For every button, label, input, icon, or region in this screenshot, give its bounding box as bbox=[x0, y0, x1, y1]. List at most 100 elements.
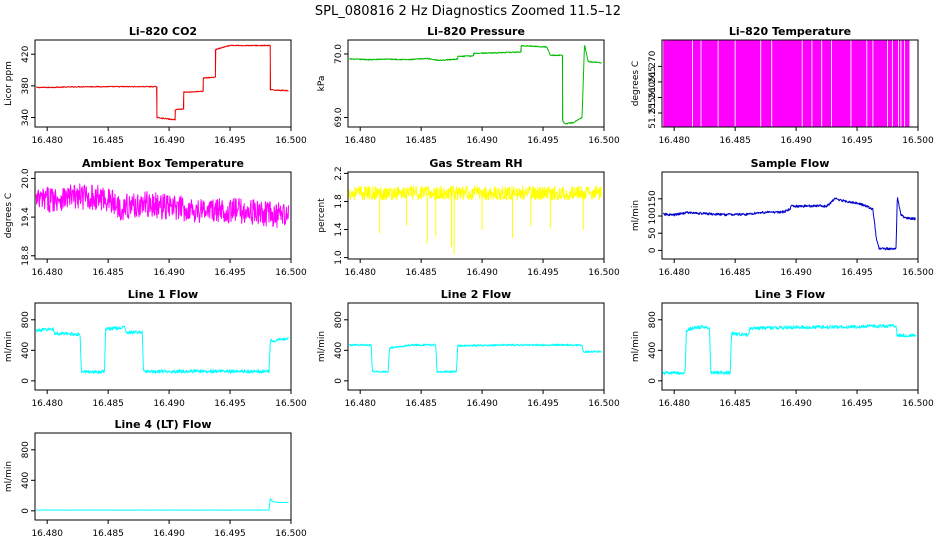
chart-title: Gas Stream RH bbox=[429, 157, 522, 170]
x-tick-label: 16.480 bbox=[31, 268, 63, 278]
series-group bbox=[348, 343, 602, 374]
y-tick-label: 400 bbox=[648, 341, 658, 358]
chart-panel: Line 1 Flow 16.480 16.485 16.490 16.495 16.50… bbox=[4, 288, 307, 409]
y-tick-label: 800 bbox=[21, 441, 31, 458]
y-tick-label: 1.0 bbox=[334, 250, 344, 265]
data-line bbox=[662, 323, 917, 376]
plot-frame bbox=[347, 171, 605, 260]
y-tick-label: 1.8 bbox=[334, 194, 344, 209]
x-tick-label: 16.485 bbox=[92, 399, 124, 409]
x-tick-label: 16.480 bbox=[344, 399, 376, 409]
y-axis-label: ml/min bbox=[317, 331, 327, 362]
x-tick-label: 16.485 bbox=[719, 399, 751, 409]
series-group bbox=[662, 197, 917, 251]
x-tick-label: 16.480 bbox=[31, 399, 63, 409]
x-tick-label: 16.480 bbox=[658, 136, 690, 146]
series-group bbox=[348, 185, 603, 255]
x-tick-label: 16.495 bbox=[527, 268, 559, 278]
chart-panel: Line 2 Flow 16.480 16.485 16.490 16.495 16.50… bbox=[317, 288, 620, 409]
y-axis-label: degrees C bbox=[4, 193, 14, 238]
x-tick-label: 16.500 bbox=[275, 268, 307, 278]
x-tick-label: 16.495 bbox=[841, 136, 873, 146]
chart-panel: Gas Stream RH 16.480 16.485 16.490 16.495 16.… bbox=[317, 157, 620, 278]
y-tick-label: 100 bbox=[648, 207, 658, 224]
panels-group: Li–820 CO2 16.480 16.485 16.490 16.495 16.500… bbox=[4, 25, 934, 539]
x-tick-label: 16.490 bbox=[153, 529, 185, 539]
y-axis-label: ml/min bbox=[4, 461, 14, 492]
y-tick-label: 70.0 bbox=[334, 44, 344, 64]
y-tick-label: 69.0 bbox=[334, 107, 344, 127]
x-tick-label: 16.495 bbox=[527, 399, 559, 409]
data-line bbox=[35, 44, 289, 121]
y-tick-label: 1.4 bbox=[334, 222, 344, 237]
x-tick-label: 16.490 bbox=[153, 268, 185, 278]
x-tick-label: 16.485 bbox=[405, 268, 437, 278]
x-tick-label: 16.490 bbox=[153, 136, 185, 146]
x-tick-label: 16.495 bbox=[214, 268, 246, 278]
y-tick-label: 400 bbox=[334, 341, 344, 358]
x-tick-label: 16.500 bbox=[902, 399, 934, 409]
x-tick-label: 16.490 bbox=[780, 399, 812, 409]
y-tick-label: 150 bbox=[648, 190, 658, 207]
chart-title: Li–820 Pressure bbox=[427, 25, 525, 38]
x-tick-label: 16.495 bbox=[527, 136, 559, 146]
chart-title: Li–820 Temperature bbox=[729, 25, 851, 38]
chart-title: Line 2 Flow bbox=[441, 288, 511, 301]
y-tick-label: 51.255 bbox=[648, 97, 658, 128]
data-line bbox=[349, 44, 602, 125]
y-tick-label: 800 bbox=[21, 311, 31, 328]
figure-title: SPL_080816 2 Hz Diagnostics Zoomed 11.5–… bbox=[315, 4, 621, 19]
x-tick-label: 16.480 bbox=[31, 136, 63, 146]
x-tick-label: 16.490 bbox=[466, 268, 498, 278]
plot-frame bbox=[347, 302, 605, 391]
x-tick-label: 16.500 bbox=[588, 268, 620, 278]
chart-title: Line 3 Flow bbox=[755, 288, 825, 301]
y-tick-label: 0 bbox=[21, 508, 31, 514]
plot-frame bbox=[661, 39, 919, 128]
chart-panel: Sample Flow 16.480 16.485 16.490 16.495 16.50… bbox=[631, 157, 934, 278]
y-tick-label: 0 bbox=[648, 247, 658, 253]
x-tick-label: 16.485 bbox=[719, 268, 751, 278]
x-tick-label: 16.480 bbox=[344, 136, 376, 146]
chart-panel: Line 3 Flow 16.480 16.485 16.490 16.495 16.50… bbox=[631, 288, 934, 409]
chart-panel: Ambient Box Temperature 16.480 16.485 16.49… bbox=[4, 157, 307, 278]
x-tick-label: 16.495 bbox=[214, 136, 246, 146]
y-axis-label: percent bbox=[317, 198, 327, 233]
y-axis-label: kPa bbox=[317, 76, 327, 92]
chart-panel: Li–820 Pressure 16.480 16.485 16.490 16.495 1… bbox=[317, 25, 620, 146]
plot-frame bbox=[661, 171, 919, 260]
series-group bbox=[35, 44, 289, 121]
x-tick-label: 16.495 bbox=[841, 399, 873, 409]
chart-title: Ambient Box Temperature bbox=[82, 157, 244, 170]
y-axis-label: ml/min bbox=[4, 331, 14, 362]
x-tick-label: 16.500 bbox=[902, 136, 934, 146]
x-tick-label: 16.485 bbox=[92, 529, 124, 539]
y-tick-label: 51.260 bbox=[648, 81, 658, 113]
chart-title: Sample Flow bbox=[751, 157, 830, 170]
y-tick-label: 0 bbox=[334, 378, 344, 384]
x-tick-label: 16.480 bbox=[31, 529, 63, 539]
data-line bbox=[35, 325, 289, 374]
x-tick-label: 16.480 bbox=[658, 399, 690, 409]
y-axis-label: ml/min bbox=[631, 331, 641, 362]
y-tick-label: 340 bbox=[21, 109, 31, 126]
data-band bbox=[663, 40, 910, 127]
data-line bbox=[36, 498, 289, 511]
x-tick-label: 16.480 bbox=[344, 268, 376, 278]
plot-frame bbox=[661, 302, 919, 391]
series-group bbox=[662, 323, 917, 376]
y-tick-label: 20.0 bbox=[21, 168, 31, 188]
x-tick-label: 16.500 bbox=[902, 268, 934, 278]
x-tick-label: 16.500 bbox=[588, 399, 620, 409]
y-tick-label: 380 bbox=[21, 77, 31, 94]
plot-frame bbox=[34, 39, 292, 128]
data-line bbox=[348, 343, 602, 374]
y-tick-label: 51.265 bbox=[648, 66, 658, 98]
y-tick-label: 800 bbox=[334, 311, 344, 328]
series-group bbox=[349, 44, 602, 125]
y-tick-label: 420 bbox=[21, 45, 31, 62]
y-tick-label: 0 bbox=[648, 378, 658, 384]
chart-panel: Line 4 (LT) Flow 16.480 16.485 16.490 16.495… bbox=[4, 418, 307, 539]
series-group bbox=[35, 325, 289, 374]
chart-title: Li–820 CO2 bbox=[129, 25, 197, 38]
